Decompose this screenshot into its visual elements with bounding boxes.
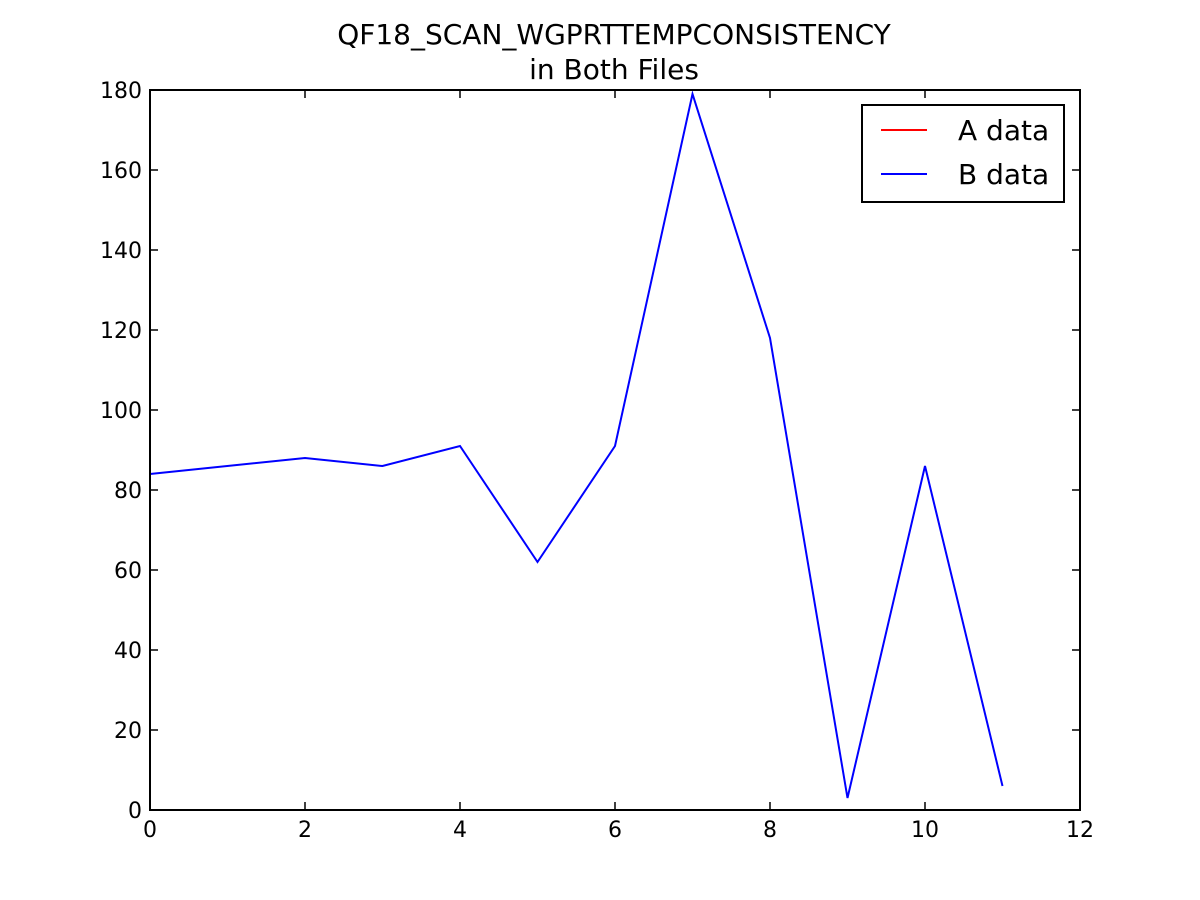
series-line-b-data <box>149 90 1004 799</box>
y-tick-label: 80 <box>114 479 142 504</box>
y-tick-label: 160 <box>100 159 142 184</box>
y-tick-label: 140 <box>100 239 142 264</box>
legend-box <box>861 104 1065 203</box>
y-axis-ticks: 0 20 40 60 80 100 120 140 160 180 <box>100 79 1080 824</box>
chart-title: QF18_SCAN_WGPRTTEMPCONSISTENCY <box>337 18 891 51</box>
y-tick-label: 40 <box>114 639 142 664</box>
x-tick-label: 6 <box>608 818 622 843</box>
plot-frame <box>149 89 1081 811</box>
x-tick-label: 2 <box>298 818 312 843</box>
y-tick-label: 100 <box>100 399 142 424</box>
y-tick-label: 180 <box>100 79 142 104</box>
y-tick-label: 0 <box>128 799 142 824</box>
y-tick-label: 120 <box>100 319 142 344</box>
y-tick-label: 20 <box>114 719 142 744</box>
legend: A data B data <box>861 104 1065 203</box>
x-tick-label: 8 <box>763 818 777 843</box>
y-tick-label: 60 <box>114 559 142 584</box>
legend-label-b-data: B data <box>958 158 1049 191</box>
series-layer <box>149 90 1004 799</box>
x-tick-label: 10 <box>911 818 939 843</box>
x-axis-ticks: 0 2 4 6 8 10 12 <box>143 90 1094 843</box>
x-tick-label: 0 <box>143 818 157 843</box>
x-tick-label: 4 <box>453 818 467 843</box>
chart-subtitle: in Both Files <box>529 53 699 86</box>
x-tick-label: 12 <box>1066 818 1094 843</box>
legend-label-a-data: A data <box>958 114 1049 147</box>
